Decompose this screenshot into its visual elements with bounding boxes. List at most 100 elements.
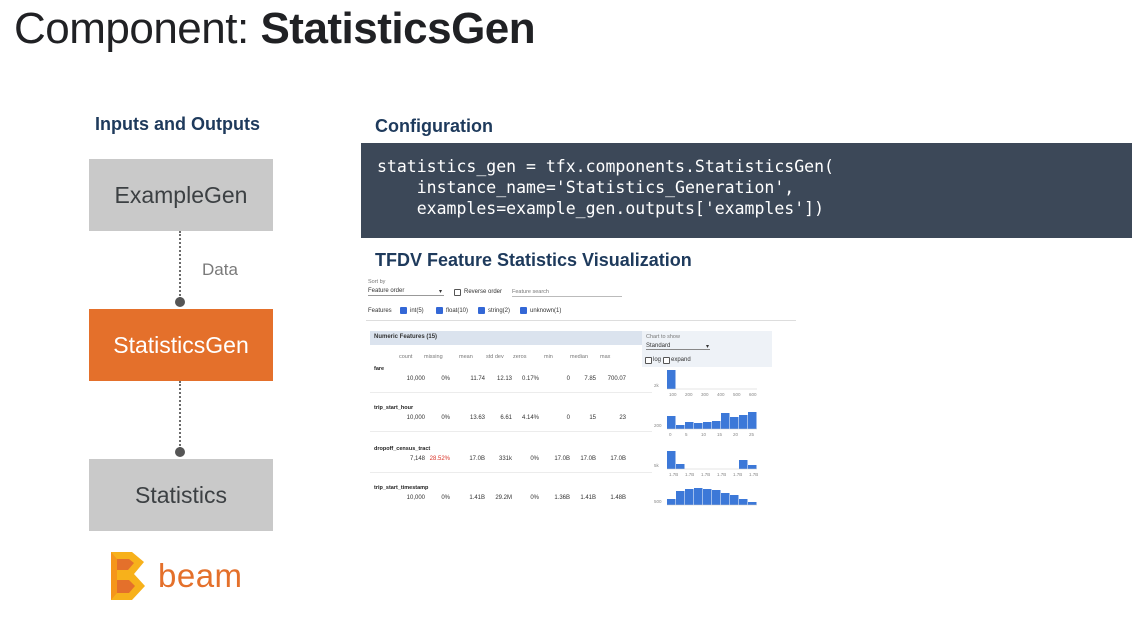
- filter-string-checkbox[interactable]: [478, 307, 485, 314]
- code-line-3: examples=example_gen.outputs['examples']…: [377, 199, 825, 218]
- hist-tick-label: 600: [749, 392, 757, 397]
- tfdv-heading: TFDV Feature Statistics Visualization: [375, 250, 692, 270]
- chart-type-value: Standard: [646, 343, 671, 349]
- stat-cell: 17.0B: [554, 456, 570, 462]
- statisticsgen-box[interactable]: StatisticsGen: [89, 309, 273, 381]
- feature-name: trip_start_timestamp: [374, 485, 429, 491]
- stat-cell: 6.61: [500, 415, 512, 421]
- histogram-bar: [712, 421, 721, 429]
- feature-name: trip_start_hour: [374, 405, 414, 411]
- stat-cell: 7.85: [584, 376, 596, 382]
- edge-output-dot: [175, 447, 185, 457]
- sort-by-select[interactable]: Feature order ▾: [368, 288, 444, 296]
- stat-cell: 0%: [441, 495, 450, 501]
- histogram-bar: [730, 495, 739, 505]
- feature-name: dropoff_census_tract: [374, 446, 431, 452]
- stat-cell: 15: [589, 415, 596, 421]
- hist-y-label: 200: [654, 423, 662, 428]
- histogram-bar: [685, 422, 694, 429]
- hist-tick-label: 1.7B: [717, 472, 726, 477]
- stat-cell: 1.41B: [469, 495, 485, 501]
- chart-type-select[interactable]: Standard ▾: [646, 343, 710, 350]
- histogram-bar: [667, 451, 676, 469]
- histogram-bar: [721, 413, 730, 429]
- edge-data-line: [179, 231, 181, 299]
- hist-tick-label: 0: [669, 432, 672, 437]
- histogram-bar: [748, 465, 757, 469]
- code-line-1: statistics_gen = tfx.components.Statisti…: [377, 157, 834, 176]
- stat-cell: 11.74: [470, 376, 485, 382]
- stat-cell: 4.14%: [521, 415, 539, 421]
- slide-title-component: StatisticsGen: [260, 4, 536, 53]
- hist-tick-label: 1.7B: [733, 472, 742, 477]
- column-header: std dev: [486, 354, 504, 360]
- histogram-bar: [694, 423, 703, 429]
- stat-cell: 13.63: [469, 415, 485, 421]
- histogram-bar: [667, 416, 676, 429]
- sort-by-value: Feature order: [368, 288, 405, 294]
- stat-cell: 700.07: [607, 376, 626, 382]
- stat-cell: 0.17%: [521, 376, 539, 382]
- slide-title-prefix: Component:: [14, 4, 249, 53]
- histogram-bar: [676, 425, 685, 429]
- examplegen-box[interactable]: ExampleGen: [89, 159, 273, 231]
- reverse-order-checkbox[interactable]: [454, 289, 461, 296]
- statistics-box[interactable]: Statistics: [89, 459, 273, 531]
- histogram-bar: [721, 493, 730, 505]
- stat-cell: 1.36B: [554, 495, 570, 501]
- histogram-bar: [667, 499, 676, 505]
- stat-cell: 17.0B: [469, 456, 485, 462]
- toolbar-divider: [366, 320, 796, 321]
- filter-int-checkbox[interactable]: [400, 307, 407, 314]
- hist-tick-label: 300: [701, 392, 709, 397]
- column-header: median: [570, 354, 589, 360]
- stat-cell: 17.0B: [580, 456, 596, 462]
- stat-cell: 0%: [530, 456, 539, 462]
- stat-cell: 28.52%: [429, 456, 450, 462]
- log-checkbox[interactable]: [645, 357, 652, 364]
- histogram-bar: [703, 489, 712, 505]
- numeric-features-header: [370, 331, 648, 345]
- inputs-outputs-heading: Inputs and Outputs: [95, 114, 260, 134]
- hist-tick-label: 1.7B: [669, 472, 678, 477]
- column-header: zeros: [513, 354, 527, 360]
- feature-name: fare: [374, 366, 385, 372]
- column-header: count: [399, 354, 413, 360]
- slide-title: Component: StatisticsGen: [14, 4, 536, 54]
- stat-cell: 23: [619, 415, 626, 421]
- hist-tick-label: 400: [717, 392, 725, 397]
- feature-search-input[interactable]: Feature search: [512, 289, 622, 297]
- expand-checkbox[interactable]: [663, 357, 670, 364]
- beam-logo: beam: [108, 550, 243, 602]
- stat-cell: 10,000: [406, 495, 425, 501]
- histogram-bar: [730, 417, 739, 429]
- hist-tick-label: 15: [717, 432, 723, 437]
- filter-unknown-checkbox[interactable]: [520, 307, 527, 314]
- row-divider: [370, 431, 652, 432]
- expand-label: expand: [671, 357, 691, 363]
- stat-cell: 0%: [530, 495, 539, 501]
- hist-tick-label: 1.7B: [685, 472, 694, 477]
- edge-output-line: [179, 381, 181, 449]
- column-header: min: [544, 354, 553, 360]
- beam-icon: [111, 552, 145, 600]
- hist-tick-label: 25: [749, 432, 755, 437]
- hist-tick-label: 500: [733, 392, 741, 397]
- stat-cell: 0: [566, 376, 570, 382]
- histogram-bar: [676, 491, 685, 505]
- edge-data-dot: [175, 297, 185, 307]
- reverse-order-label: Reverse order: [464, 289, 503, 295]
- histogram-bar: [739, 415, 748, 429]
- histogram-bar: [739, 460, 748, 469]
- stat-cell: 10,000: [406, 415, 425, 421]
- histogram-bar: [748, 412, 757, 429]
- hist-y-label: 5k: [654, 463, 660, 468]
- stat-cell: 12.13: [496, 376, 512, 382]
- filter-float-checkbox[interactable]: [436, 307, 443, 314]
- stat-cell: 17.0B: [610, 456, 626, 462]
- stat-cell: 331k: [498, 456, 512, 462]
- stat-cell: 7,148: [409, 456, 425, 462]
- histograms: 2k 100 200 300 400 500 600 200 0 5 10 15 20 25 5k 1.7B 1…: [654, 370, 758, 506]
- hist-y-label: 500: [654, 499, 662, 504]
- column-header: missing: [424, 354, 443, 360]
